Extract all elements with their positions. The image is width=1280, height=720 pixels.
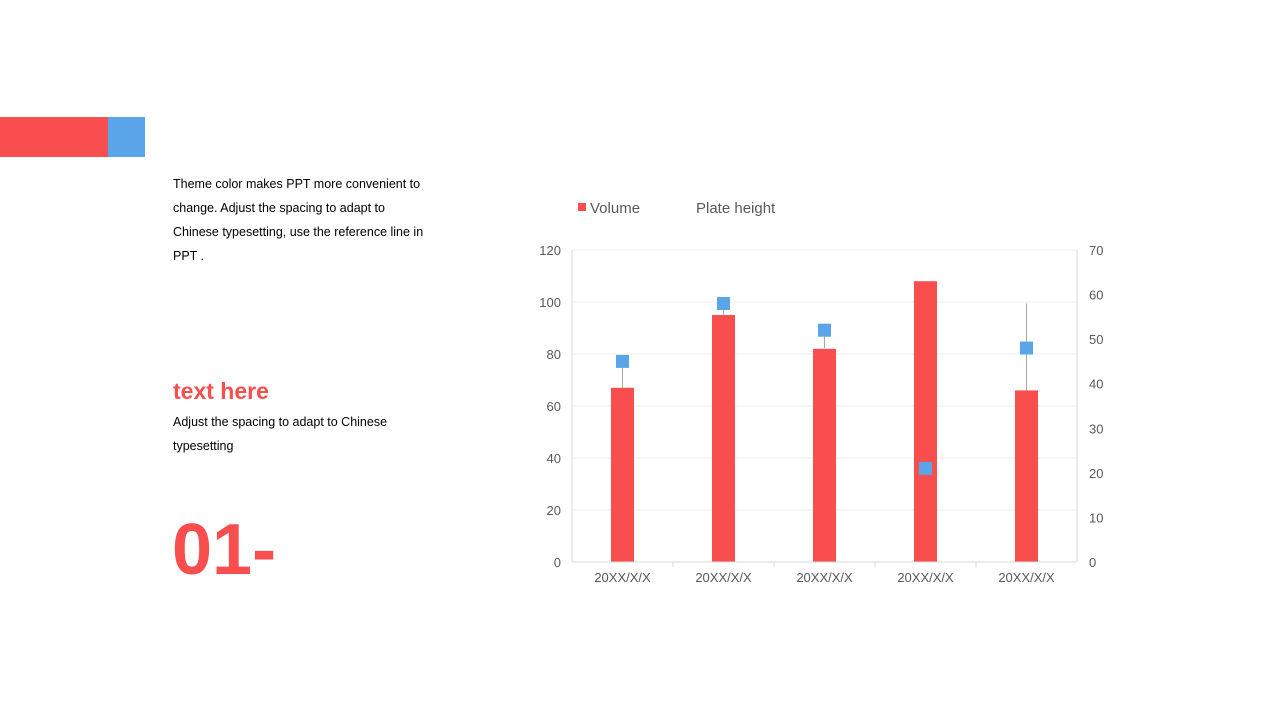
- bar-volume-0: [611, 387, 634, 562]
- bar-volume-1: [712, 315, 735, 562]
- accent-bar-blue: [108, 117, 145, 157]
- accent-bar-red: [0, 117, 108, 157]
- x-tick-label-4: 20XX/X/X: [998, 570, 1055, 585]
- marker-plate-height-1: [717, 296, 730, 310]
- chart-legend: Volume Plate height: [578, 200, 776, 217]
- bar-volume-2: [813, 348, 836, 562]
- y-left-tick-label-4: 80: [547, 347, 561, 362]
- y-left-tick-label-0: 0: [554, 555, 561, 570]
- marker-plate-height-0: [616, 354, 629, 368]
- intro-text: Theme color makes PPT more convenient to…: [173, 177, 424, 263]
- subheading-text: Adjust the spacing to adapt to Chinese t…: [173, 415, 388, 453]
- y-right-tick-label-3: 30: [1089, 421, 1103, 436]
- y-left-tick-label-5: 100: [539, 295, 561, 310]
- y-axis-right-labels: 0 10 20 30 40 50 60 70: [1089, 243, 1103, 570]
- y-right-tick-label-0: 0: [1089, 555, 1096, 570]
- bar-volume-3: [914, 281, 937, 562]
- legend-swatch-volume: [578, 203, 586, 211]
- y-right-tick-label-2: 20: [1089, 466, 1103, 481]
- section-number: 01-: [172, 510, 277, 590]
- legend-label-plate-height: Plate height: [696, 200, 776, 217]
- x-tick-label-2: 20XX/X/X: [796, 570, 853, 585]
- y-right-tick-label-1: 10: [1089, 510, 1103, 525]
- x-tick-label-0: 20XX/X/X: [594, 570, 651, 585]
- y-right-tick-label-4: 40: [1089, 377, 1103, 392]
- x-tick-label-3: 20XX/X/X: [897, 570, 954, 585]
- subheading: text here: [173, 378, 269, 404]
- y-left-tick-label-1: 20: [547, 503, 561, 518]
- y-left-tick-label-2: 40: [547, 451, 561, 466]
- marker-plate-height-3: [919, 461, 932, 475]
- y-left-tick-label-6: 120: [539, 243, 561, 258]
- legend-label-volume: Volume: [590, 200, 640, 217]
- plate-height-markers: [616, 296, 1033, 475]
- y-right-tick-label-7: 70: [1089, 243, 1103, 258]
- chart-axes: [571, 250, 1078, 567]
- y-right-tick-label-6: 60: [1089, 288, 1103, 303]
- marker-plate-height-2: [818, 323, 831, 337]
- volume-bars: [611, 281, 1038, 562]
- bar-volume-4: [1015, 390, 1038, 562]
- y-axis-left-labels: 0 20 40 60 80 100 120: [539, 243, 561, 570]
- x-tick-label-1: 20XX/X/X: [695, 570, 752, 585]
- y-right-tick-label-5: 50: [1089, 332, 1103, 347]
- x-axis-labels: 20XX/X/X 20XX/X/X 20XX/X/X 20XX/X/X 20XX/X/X: [594, 570, 1055, 585]
- y-left-tick-label-3: 60: [547, 399, 561, 414]
- marker-plate-height-4: [1020, 341, 1033, 355]
